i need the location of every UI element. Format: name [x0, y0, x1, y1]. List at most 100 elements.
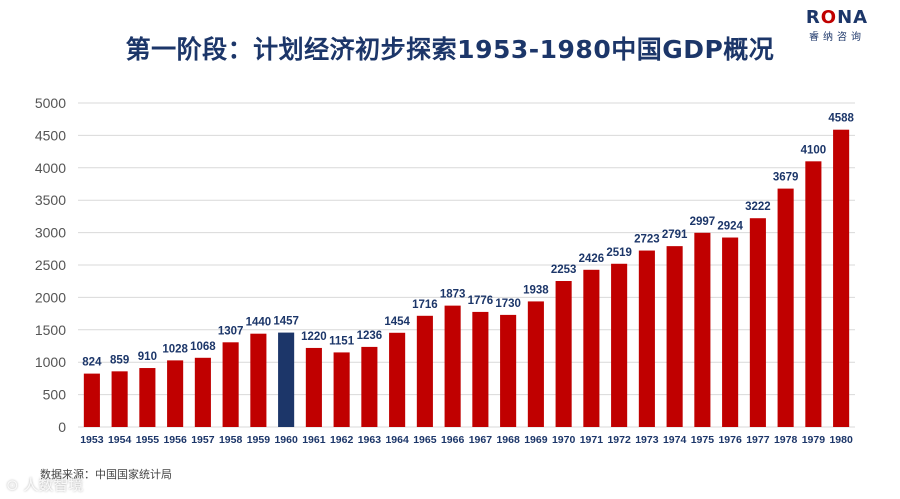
logo-subtitle: 睿纳咨询 — [809, 32, 865, 43]
y-tick-label: 500 — [43, 387, 67, 403]
data-label-1959: 1440 — [246, 317, 272, 329]
bar-1964 — [389, 332, 406, 427]
brand-logo: RONA 睿纳咨询 — [792, 7, 882, 44]
x-tick-label-1971: 1971 — [580, 434, 604, 446]
gridlines — [78, 102, 855, 428]
data-label-1969: 1938 — [523, 284, 549, 296]
x-tick-label-1970: 1970 — [552, 434, 576, 446]
x-tick-label-1962: 1962 — [330, 434, 354, 446]
x-tick-label-1955: 1955 — [136, 434, 160, 446]
x-tick-label-1969: 1969 — [524, 434, 548, 446]
x-tick-label-1959: 1959 — [247, 434, 271, 446]
bar-1956 — [167, 360, 184, 427]
data-label-1955: 910 — [138, 351, 157, 363]
data-source-note: 数据来源：中国国家统计局 — [40, 468, 172, 481]
bar-1957 — [194, 357, 211, 427]
x-tick-label-1975: 1975 — [691, 434, 715, 446]
y-tick-label: 3000 — [35, 225, 66, 241]
bar-1958 — [222, 342, 239, 427]
data-label-1963: 1236 — [357, 330, 383, 342]
logo-wordmark: RONA — [805, 7, 869, 28]
x-tick-label-1960: 1960 — [274, 434, 298, 446]
x-tick-label-1961: 1961 — [302, 434, 326, 446]
data-label-1971: 2426 — [579, 253, 605, 265]
data-label-1972: 2519 — [606, 247, 632, 259]
data-label-1975: 2997 — [690, 216, 716, 228]
x-tick-label-1974: 1974 — [663, 434, 687, 446]
bar-1978 — [777, 188, 794, 427]
bars — [83, 129, 850, 427]
bar-1974 — [666, 246, 683, 427]
bar-1980 — [833, 129, 850, 427]
bar-1954 — [111, 371, 128, 427]
y-axis-tick-labels: 0 500 1000 1500 2000 2500 3000 3500 4000 4500 5000 — [35, 95, 66, 435]
chart-title: 第一阶段：计划经济初步探索1953-1980中国GDP概况 — [125, 35, 775, 64]
x-tick-label-1965: 1965 — [413, 434, 437, 446]
x-tick-label-1963: 1963 — [358, 434, 382, 446]
x-tick-label-1966: 1966 — [441, 434, 465, 446]
bar-1973 — [638, 250, 655, 427]
x-tick-label-1979: 1979 — [802, 434, 826, 446]
x-tick-label-1972: 1972 — [607, 434, 631, 446]
bar-1975 — [694, 232, 711, 427]
data-label-1965: 1716 — [412, 299, 438, 311]
x-tick-label-1973: 1973 — [635, 434, 659, 446]
bar-1976 — [722, 237, 739, 427]
x-tick-label-1977: 1977 — [746, 434, 770, 446]
data-label-1968: 1730 — [495, 298, 521, 310]
y-tick-label: 1500 — [35, 322, 66, 338]
bar-1960 — [278, 332, 295, 427]
x-tick-label-1954: 1954 — [108, 434, 132, 446]
data-label-1974: 2791 — [662, 229, 688, 241]
bar-1965 — [416, 315, 433, 427]
bar-1971 — [583, 269, 600, 427]
y-tick-label: 4500 — [35, 127, 66, 143]
data-label-1961: 1220 — [301, 331, 327, 343]
data-label-1978: 3679 — [773, 172, 799, 184]
x-tick-label-1968: 1968 — [496, 434, 520, 446]
bar-1953 — [83, 373, 100, 427]
y-tick-label: 4000 — [35, 160, 66, 176]
x-tick-label-1976: 1976 — [718, 434, 742, 446]
data-label-1960: 1457 — [273, 316, 299, 328]
bar-1979 — [805, 161, 822, 427]
bar-1959 — [250, 333, 267, 427]
x-tick-label-1958: 1958 — [219, 434, 243, 446]
x-tick-label-1978: 1978 — [774, 434, 798, 446]
data-label-1976: 2924 — [717, 221, 743, 233]
data-label-1964: 1454 — [384, 316, 410, 328]
bar-1969 — [527, 301, 544, 427]
x-tick-label-1956: 1956 — [163, 434, 187, 446]
bar-1962 — [333, 352, 350, 427]
data-label-1954: 859 — [110, 354, 129, 366]
data-label-1970: 2253 — [551, 264, 577, 276]
bar-1963 — [361, 346, 378, 427]
data-label-1980: 4588 — [828, 113, 854, 125]
x-tick-label-1980: 1980 — [829, 434, 853, 446]
x-tick-label-1953: 1953 — [80, 434, 104, 446]
data-label-1962: 1151 — [329, 335, 355, 347]
y-tick-label: 1000 — [35, 354, 66, 370]
bar-1970 — [555, 281, 572, 427]
data-label-1966: 1873 — [440, 289, 466, 301]
y-tick-label: 3500 — [35, 192, 66, 208]
y-tick-label: 0 — [58, 419, 66, 435]
data-label-1956: 1028 — [162, 343, 188, 355]
x-tick-label-1967: 1967 — [469, 434, 493, 446]
x-tick-label-1957: 1957 — [191, 434, 215, 446]
bar-1955 — [139, 368, 156, 427]
bar-1961 — [305, 347, 322, 427]
y-tick-label: 2500 — [35, 257, 66, 273]
x-axis-tick-labels: 1953 1954 1955 1956 1957 1958 1959 1960 1961 1962… — [80, 434, 853, 446]
bar-1972 — [611, 263, 628, 427]
y-tick-label: 5000 — [35, 95, 66, 111]
data-label-1967: 1776 — [468, 295, 494, 307]
bar-1967 — [472, 311, 489, 427]
data-label-1973: 2723 — [634, 234, 660, 246]
data-label-1979: 4100 — [801, 144, 827, 156]
data-label-1977: 3222 — [745, 201, 771, 213]
bar-1966 — [444, 305, 461, 427]
data-label-1957: 1068 — [190, 341, 216, 353]
